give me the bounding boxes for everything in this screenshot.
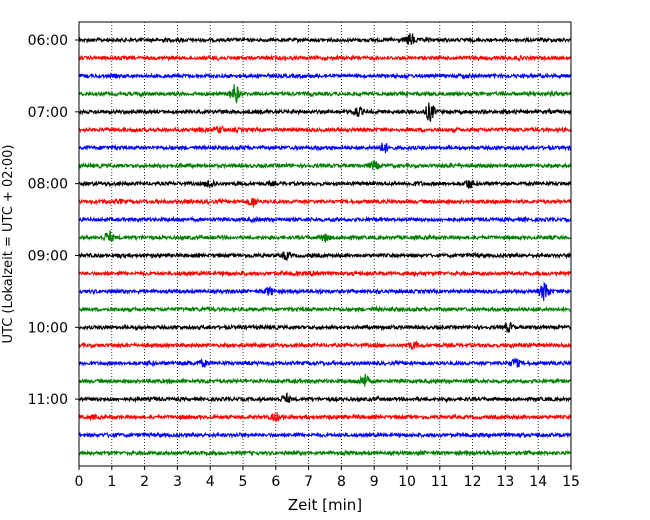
y-axis: 06:00 07:00 08:00 09:00 10:00 11:00: [28, 33, 79, 408]
x-tick-label: 6: [271, 474, 280, 490]
trace-1130: [78, 431, 572, 439]
x-tick-label: 5: [239, 474, 248, 490]
trace-0800: [78, 178, 572, 189]
x-tick-label: 8: [337, 474, 346, 490]
seismic-traces: [78, 32, 572, 458]
plot-frame: [78, 21, 572, 467]
trace-0615: [78, 53, 572, 62]
gridlines: [111, 22, 539, 466]
x-tick-label: 3: [173, 474, 182, 490]
trace-1030: [78, 357, 572, 368]
trace-0915: [78, 269, 572, 278]
trace-0930: [79, 281, 572, 302]
trace-1045: [78, 373, 572, 387]
y-tick-label: 06:00: [28, 33, 68, 49]
x-tick-label: 13: [496, 474, 514, 490]
trace-0730: [78, 142, 572, 154]
x-tick-label: 0: [75, 474, 84, 490]
x-tick-label: 4: [206, 474, 215, 490]
trace-0815: [78, 197, 572, 208]
x-tick-label: 14: [529, 474, 547, 490]
trace-1015: [78, 340, 572, 350]
x-axis-label: Zeit [min]: [288, 496, 362, 514]
trace-0745: [78, 159, 572, 172]
y-tick-label: 08:00: [28, 177, 68, 193]
y-tick-label: 11:00: [28, 392, 68, 408]
trace-1145: [78, 448, 572, 458]
trace-0630: [78, 72, 572, 80]
y-tick-label: 07:00: [28, 105, 68, 121]
y-axis-label: UTC (Lokalzeit = UTC + 02:00): [1, 145, 16, 344]
x-tick-label: 7: [304, 474, 313, 490]
trace-0900: [78, 250, 572, 262]
x-tick-label: 2: [140, 474, 149, 490]
trace-1100: [78, 391, 572, 404]
y-tick-label: 10:00: [28, 320, 68, 336]
x-tick-label: 1: [107, 474, 116, 490]
trace-0645: [78, 84, 572, 105]
trace-0945: [78, 305, 572, 314]
x-tick-label: 9: [370, 474, 379, 490]
y-tick-label: 09:00: [28, 248, 68, 264]
x-tick-label: 12: [464, 474, 482, 490]
x-axis: 0 1 2 3 4 5 6 7 8 9 10 11 12 13 14 15: [75, 466, 580, 490]
trace-0830: [78, 215, 572, 224]
x-tick-label: 11: [431, 474, 449, 490]
trace-0600: [78, 32, 572, 46]
trace-0715: [78, 124, 572, 134]
x-tick-label: 15: [562, 474, 580, 490]
trace-1000: [78, 321, 572, 334]
trace-0845: [78, 229, 572, 243]
x-tick-label: 10: [398, 474, 416, 490]
plot-background: [79, 22, 571, 466]
trace-1115: [78, 412, 572, 423]
trace-0700: [78, 102, 572, 123]
